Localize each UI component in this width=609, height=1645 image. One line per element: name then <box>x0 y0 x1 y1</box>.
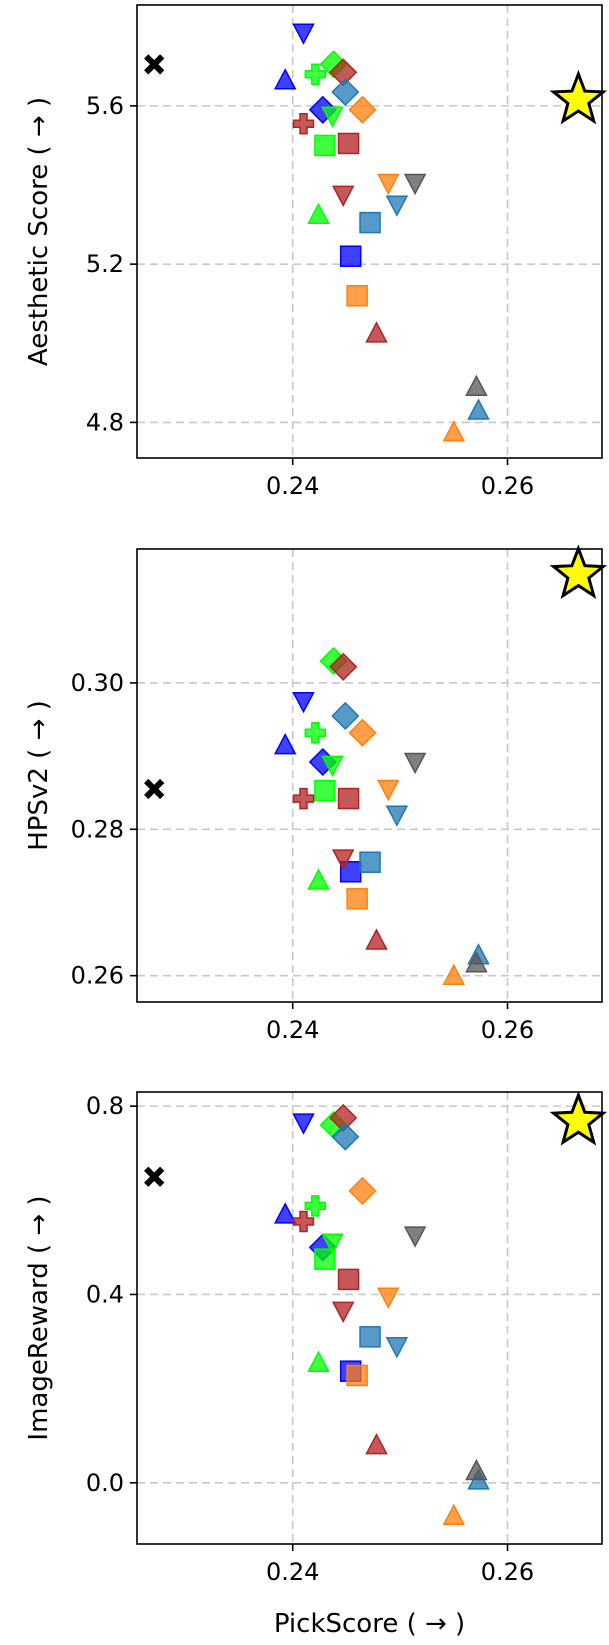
data-point-22 <box>346 285 368 307</box>
data-point-10 <box>307 202 330 224</box>
data-point-2 <box>292 691 315 714</box>
x-tick-label: 0.24 <box>266 1016 319 1044</box>
data-point-12 <box>292 787 315 810</box>
axes-frame <box>136 4 603 459</box>
x-marker-stroke <box>144 1166 165 1187</box>
data-point-22 <box>346 888 368 910</box>
data-point-15 <box>365 321 388 343</box>
y-tick-label: 0.8 <box>86 1092 124 1120</box>
data-point-2 <box>292 1113 315 1135</box>
data-point-24 <box>403 173 427 196</box>
data-point-20 <box>348 1176 377 1205</box>
data-point-23 <box>442 420 466 442</box>
data-point-14 <box>331 185 355 208</box>
data-point-6 <box>304 721 327 744</box>
scatter-panel-1: 0.24 0.26 4.8 5.2 5.6 Aesthetic Score ( → ) <box>24 4 608 500</box>
x-tick-label: 0.26 <box>481 1558 534 1586</box>
x-tick-label: 0.26 <box>481 472 534 500</box>
y-axis-title: HPSv2 ( → ) <box>24 700 54 851</box>
data-point-6 <box>304 1195 327 1217</box>
data-point-10 <box>307 868 330 890</box>
data-point-21 <box>377 1287 400 1309</box>
data-point-16 <box>331 701 360 730</box>
y-tick-label: 0.26 <box>71 962 124 990</box>
data-point-25 <box>465 951 488 973</box>
data-point-12 <box>292 112 315 135</box>
data-point-15 <box>365 928 388 950</box>
y-tick-label: 0.4 <box>86 1280 124 1308</box>
data-point-17 <box>359 851 381 873</box>
data-point-19 <box>467 398 490 420</box>
data-point-2 <box>292 23 315 45</box>
star-marker <box>549 1090 608 1146</box>
y-tick-label: 0.0 <box>86 1469 124 1497</box>
star-marker <box>549 544 608 600</box>
data-point-3 <box>273 732 297 755</box>
y-axis-title: Aesthetic Score ( → ) <box>24 97 54 366</box>
data-point-25 <box>465 1458 488 1481</box>
data-point-16 <box>331 77 360 107</box>
data-point-9 <box>314 779 336 802</box>
x-tick-label: 0.24 <box>266 1558 319 1586</box>
data-point-3 <box>273 1202 297 1224</box>
x-axis-title: PickScore ( → ) <box>274 1609 465 1639</box>
data-point-13 <box>337 1268 360 1291</box>
data-point-23 <box>442 1503 466 1526</box>
data-point-12 <box>292 1210 315 1233</box>
data-point-9 <box>314 1248 336 1270</box>
data-point-3 <box>273 68 297 90</box>
y-axis-title: ImageReward ( → ) <box>24 1195 54 1440</box>
data-point-16 <box>331 1122 360 1151</box>
data-point-18 <box>385 805 409 827</box>
y-tick-label: 0.28 <box>71 815 124 843</box>
x-marker-stroke <box>144 778 165 800</box>
y-tick-label: 4.8 <box>86 408 124 436</box>
data-point-21 <box>377 173 400 196</box>
data-point-14 <box>331 1301 355 1324</box>
data-point-24 <box>403 1226 427 1248</box>
x-tick-label: 0.24 <box>266 472 319 500</box>
star-marker <box>549 69 608 125</box>
data-point-18 <box>385 195 409 217</box>
data-point-11 <box>329 652 358 681</box>
data-point-18 <box>385 1337 409 1359</box>
data-point-8 <box>321 1233 344 1255</box>
y-tick-label: 5.6 <box>86 92 124 120</box>
data-point-23 <box>442 963 466 985</box>
data-point-9 <box>314 134 336 157</box>
data-point-20 <box>348 95 377 124</box>
data-point-17 <box>359 211 381 234</box>
x-marker <box>144 1166 165 1187</box>
data-point-24 <box>403 752 427 775</box>
x-marker-stroke <box>144 54 165 75</box>
data-point-17 <box>359 1326 381 1348</box>
data-point-25 <box>465 374 488 397</box>
data-point-22 <box>346 1364 368 1387</box>
x-tick-label: 0.26 <box>481 1016 534 1044</box>
axes-frame <box>136 1091 603 1545</box>
data-point-13 <box>337 132 360 155</box>
data-point-8 <box>321 755 344 778</box>
data-point-5 <box>339 245 362 267</box>
data-point-15 <box>365 1432 388 1455</box>
data-point-20 <box>348 718 377 747</box>
scatter-panel-3: 0.24 0.26 0.0 0.4 0.8 ImageReward ( → ) PickSc… <box>24 1090 608 1639</box>
data-point-8 <box>321 106 344 128</box>
data-point-10 <box>307 1350 330 1372</box>
data-point-13 <box>337 787 360 810</box>
data-point-14 <box>331 849 355 871</box>
y-tick-label: 5.2 <box>86 250 124 278</box>
x-marker <box>144 778 165 800</box>
y-tick-label: 0.30 <box>71 669 124 697</box>
data-point-6 <box>304 63 327 85</box>
scatter-panel-2: 0.24 0.26 0.26 0.28 0.30 HPSv2 ( → ) <box>24 544 608 1044</box>
axes-frame <box>136 548 603 1003</box>
x-marker <box>144 54 165 75</box>
data-point-21 <box>377 779 400 802</box>
